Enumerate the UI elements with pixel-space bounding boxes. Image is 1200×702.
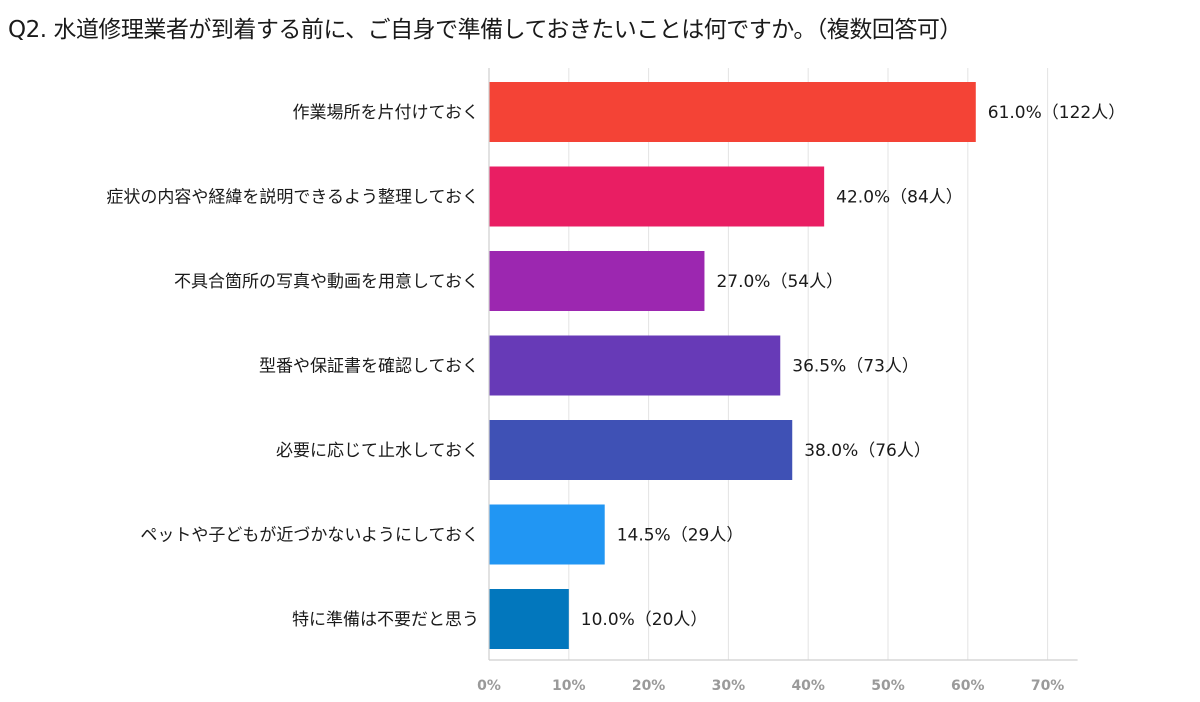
chart-title: Q2. 水道修理業者が到着する前に、ご自身で準備しておきたいことは何ですか。（複… [8, 17, 962, 43]
data-label: 42.0%（84人） [836, 188, 963, 208]
data-label: 38.0%（76人） [804, 441, 931, 461]
bar [489, 589, 569, 649]
category-label: 症状の内容や経緯を説明できるよう整理しておく [106, 188, 479, 208]
category-label: 不具合箇所の写真や動画を用意しておく [174, 272, 479, 292]
data-label: 10.0%（20人） [581, 610, 708, 630]
x-tick-label: 70% [1031, 678, 1065, 694]
x-tick-label: 20% [632, 678, 666, 694]
bar [489, 335, 781, 396]
data-label: 36.5%（73人） [792, 357, 919, 377]
x-tick-label: 10% [552, 678, 586, 694]
x-tick-label: 60% [951, 678, 985, 694]
category-label: 特に準備は不要だと思う [292, 610, 479, 630]
bar [489, 420, 793, 480]
x-tick-label: 50% [871, 678, 905, 694]
bar [489, 166, 825, 227]
category-label: 必要に応じて止水しておく [276, 441, 479, 461]
label-layer: 作業場所を片付けておく 61.0%（122人） 症状の内容や経緯を説明できるよう整理… [106, 103, 1125, 630]
data-label: 27.0%（54人） [716, 272, 843, 292]
category-label: 作業場所を片付けておく [293, 103, 480, 123]
x-tick-label: 40% [791, 678, 825, 694]
bar [489, 82, 976, 142]
axis-layer: 0% 10% 20% 30% 40% 50% 60% 70% [477, 68, 1078, 694]
category-label: ペットや子どもが近づかないようにしておく [140, 526, 479, 546]
category-label: 型番や保証書を確認しておく [259, 357, 479, 377]
bar-layer [489, 82, 976, 649]
data-label: 61.0%（122人） [988, 103, 1125, 123]
x-tick-label: 30% [712, 678, 746, 694]
bar [489, 251, 705, 311]
bar [489, 504, 605, 565]
x-tick-label: 0% [477, 678, 501, 694]
data-label: 14.5%（29人） [617, 526, 744, 546]
